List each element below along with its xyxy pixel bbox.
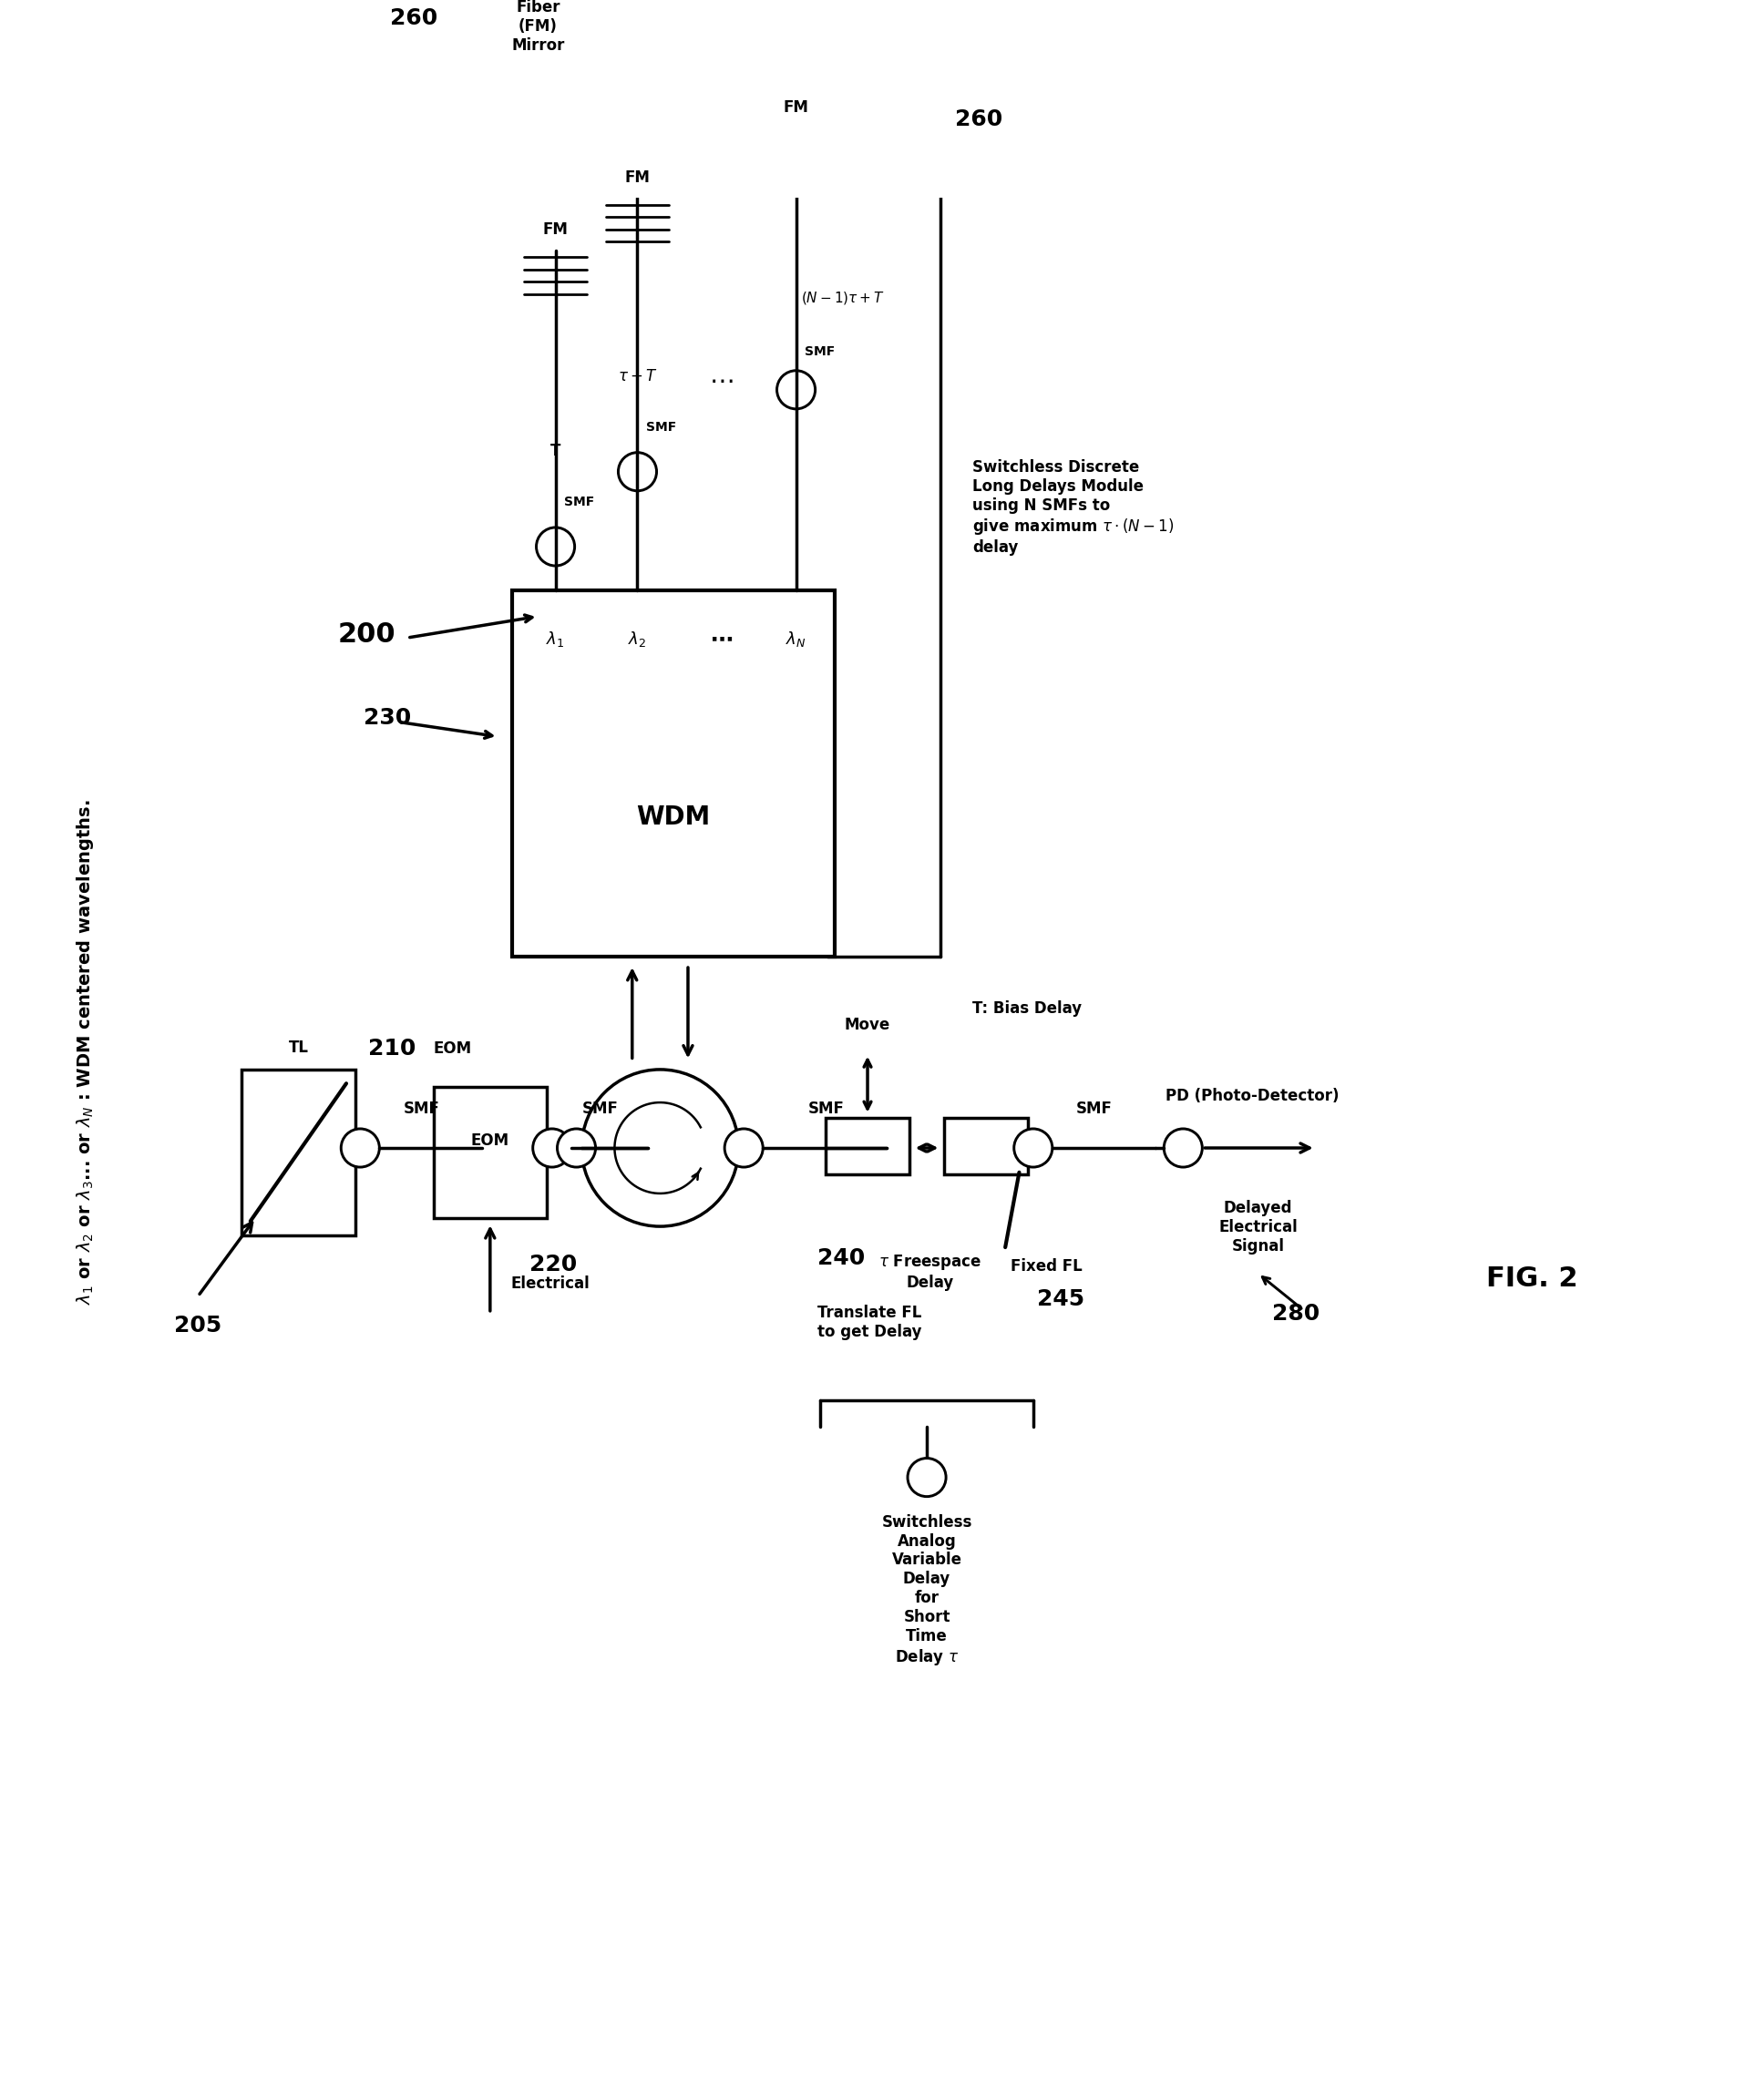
Bar	[825, 1119, 910, 1174]
Circle shape	[776, 370, 815, 410]
Text: T: Bias Delay: T: Bias Delay	[973, 1000, 1082, 1016]
Circle shape	[618, 452, 657, 491]
Circle shape	[341, 1130, 379, 1168]
Text: $\bf{\cdots}$: $\bf{\cdots}$	[709, 628, 732, 649]
Text: Translate FL
to get Delay: Translate FL to get Delay	[817, 1304, 922, 1340]
Text: PD (Photo-Detector): PD (Photo-Detector)	[1166, 1088, 1340, 1105]
Text: FM: FM	[625, 170, 650, 185]
Text: $\lambda_1$: $\lambda_1$	[546, 630, 565, 649]
Text: TL: TL	[288, 1040, 309, 1056]
Text: Move: Move	[845, 1016, 890, 1033]
Circle shape	[908, 1457, 946, 1497]
Bar	[945, 1119, 1027, 1174]
Text: 260: 260	[955, 109, 1003, 130]
Text: $\cdots$: $\cdots$	[709, 368, 734, 395]
Text: EOM: EOM	[471, 1132, 509, 1149]
Text: $\lambda_2$: $\lambda_2$	[629, 630, 646, 649]
Circle shape	[557, 1130, 595, 1168]
Text: $\lambda_N$: $\lambda_N$	[785, 630, 806, 649]
Text: Fixed FL: Fixed FL	[1010, 1258, 1082, 1275]
Text: 220: 220	[529, 1254, 578, 1275]
Text: Fiber
(FM)
Mirror: Fiber (FM) Mirror	[511, 0, 565, 52]
Text: SMF: SMF	[564, 496, 595, 508]
Text: SMF: SMF	[646, 420, 676, 433]
Text: SMF: SMF	[1076, 1100, 1112, 1117]
Text: SMF: SMF	[581, 1100, 618, 1117]
Bar	[242, 1069, 355, 1235]
Circle shape	[725, 1130, 762, 1168]
Text: $\tau$ Freespace
Delay: $\tau$ Freespace Delay	[878, 1252, 982, 1292]
Text: Switchless Discrete
Long Delays Module
using N SMFs to
give maximum $\tau\cdot(N: Switchless Discrete Long Delays Module u…	[973, 460, 1175, 557]
Text: FM: FM	[783, 99, 810, 116]
Text: 245: 245	[1036, 1289, 1083, 1310]
Text: 280: 280	[1271, 1302, 1319, 1325]
Circle shape	[1013, 1130, 1052, 1168]
Circle shape	[1164, 1130, 1203, 1168]
Text: FM: FM	[543, 223, 569, 237]
Text: 200: 200	[337, 622, 395, 647]
Text: $\lambda_1$ or $\lambda_2$ or $\lambda_3$... or $\lambda_N$ : WDM centered wavel: $\lambda_1$ or $\lambda_2$ or $\lambda_3…	[74, 800, 95, 1304]
Text: SMF: SMF	[404, 1100, 439, 1117]
Text: SMF: SMF	[808, 1100, 845, 1117]
Text: 240: 240	[817, 1247, 864, 1268]
Circle shape	[536, 527, 574, 565]
Text: 230: 230	[363, 708, 411, 729]
Text: WDM: WDM	[636, 804, 709, 830]
Text: T: T	[550, 443, 560, 460]
Text: 260: 260	[390, 8, 437, 29]
Text: FIG. 2: FIG. 2	[1486, 1266, 1577, 1292]
Bar	[434, 1088, 546, 1218]
Text: $(N-1)\tau+T$: $(N-1)\tau+T$	[801, 290, 885, 307]
Text: SMF: SMF	[804, 347, 836, 359]
Text: Switchless
Analog
Variable
Delay
for
Short
Time
Delay $\tau$: Switchless Analog Variable Delay for Sho…	[882, 1514, 973, 1667]
Text: Electrical: Electrical	[511, 1275, 590, 1292]
Circle shape	[581, 1069, 739, 1226]
Text: EOM: EOM	[434, 1040, 472, 1056]
Bar	[513, 590, 834, 956]
Text: $\tau + T$: $\tau + T$	[618, 368, 657, 384]
Circle shape	[532, 1130, 571, 1168]
Text: Delayed
Electrical
Signal: Delayed Electrical Signal	[1219, 1201, 1298, 1254]
Text: 205: 205	[174, 1315, 221, 1338]
Text: 210: 210	[369, 1037, 416, 1060]
